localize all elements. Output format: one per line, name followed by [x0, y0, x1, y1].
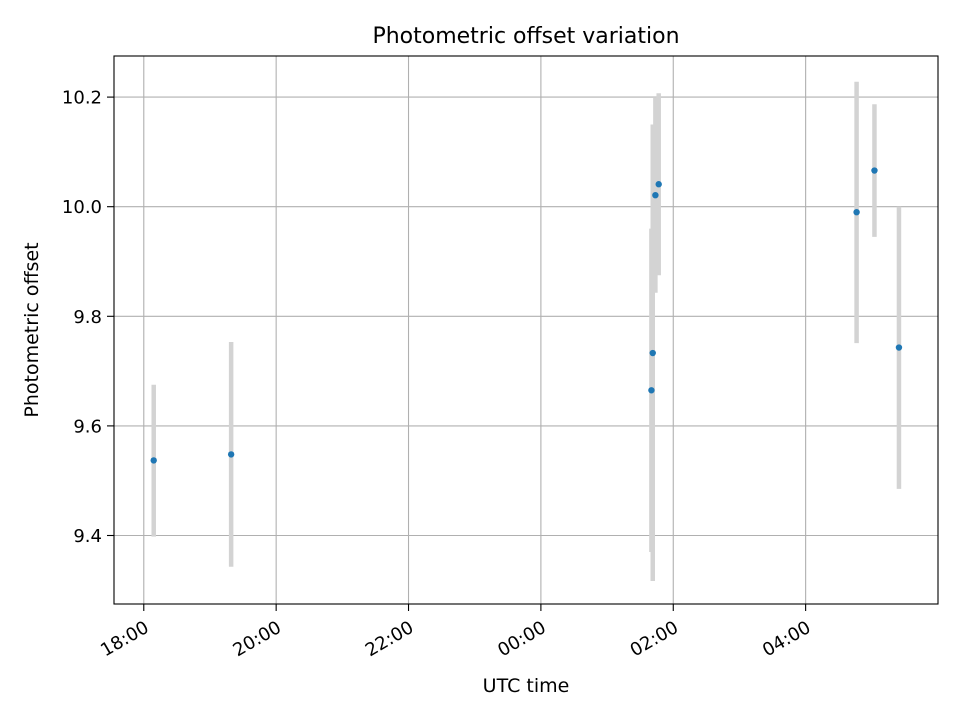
- plot-frame: [113, 55, 939, 605]
- y-tick: 10.0: [62, 197, 114, 218]
- y-tick-label: 9.4: [73, 526, 102, 547]
- y-tick: 10.2: [62, 88, 114, 109]
- y-tick: 9.6: [73, 416, 114, 437]
- grid-lines: [114, 56, 938, 604]
- y-tick-label: 9.8: [73, 307, 102, 328]
- data-point: [655, 181, 662, 188]
- data-point: [648, 387, 655, 394]
- data-point: [853, 208, 860, 216]
- data-point: [150, 457, 157, 464]
- data-points: [150, 167, 903, 464]
- chart-title: Photometric offset variation: [372, 24, 679, 49]
- x-axis-label: UTC time: [483, 675, 570, 697]
- data-point: [649, 349, 656, 357]
- y-tick: 9.8: [73, 307, 114, 328]
- data-point: [871, 167, 878, 174]
- y-axis-ticks: 9.4 9.6 9.8 10.0 10.2: [62, 88, 114, 547]
- data-point: [227, 451, 235, 458]
- y-axis-label: Photometric offset: [21, 242, 43, 417]
- data-point: [652, 191, 659, 199]
- data-point: [895, 344, 903, 351]
- y-tick-label: 10.2: [62, 88, 102, 109]
- y-tick-label: 10.0: [62, 197, 102, 218]
- y-tick: 9.4: [73, 526, 114, 547]
- y-tick-label: 9.6: [73, 416, 102, 437]
